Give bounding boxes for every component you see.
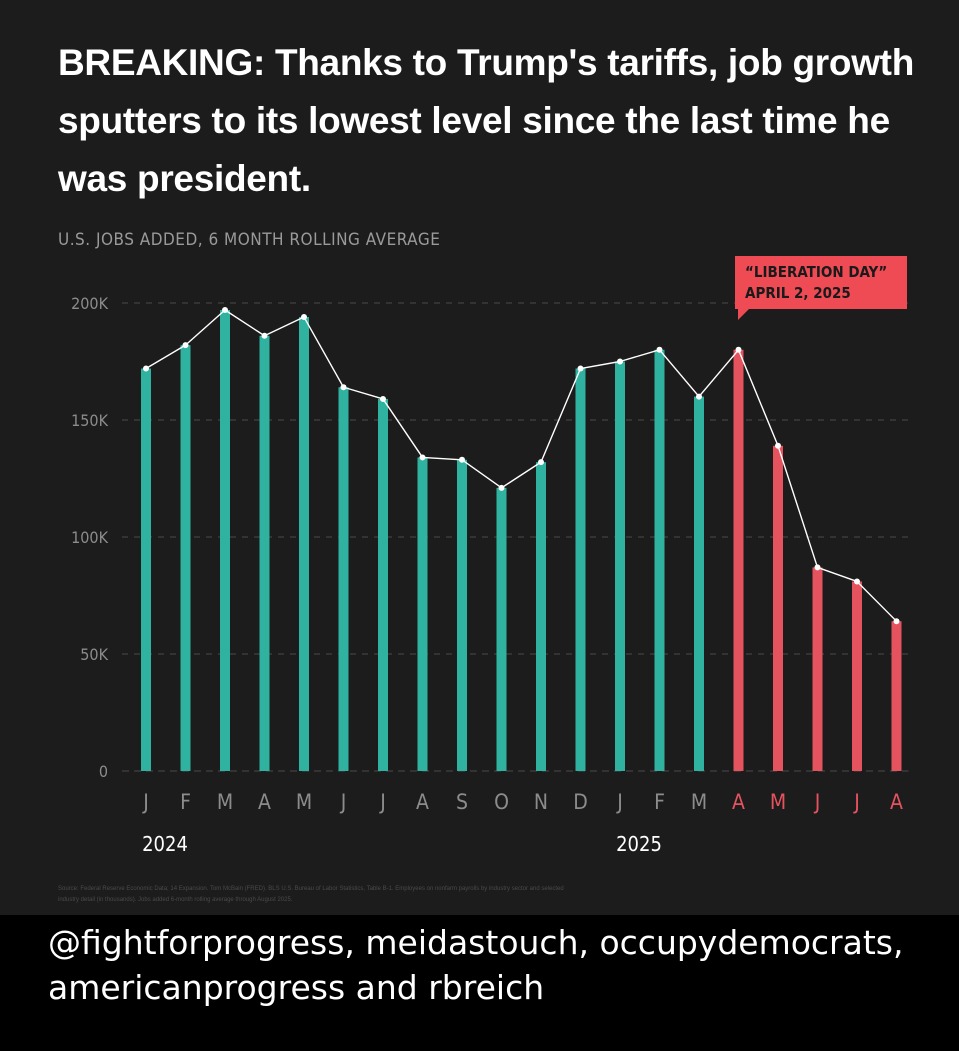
bar bbox=[378, 398, 388, 771]
credit-text: @fightforprogress, meidastouch, occupyde… bbox=[48, 920, 928, 1010]
data-point bbox=[538, 459, 544, 466]
x-tick-label: M bbox=[296, 790, 312, 814]
bar bbox=[536, 462, 546, 771]
x-tick-label: J bbox=[142, 790, 149, 814]
y-tick-label: 0 bbox=[99, 762, 108, 781]
year-label: 2024 bbox=[142, 832, 188, 856]
bar bbox=[733, 349, 744, 771]
x-tick-label: M bbox=[217, 790, 233, 814]
x-tick-label: J bbox=[379, 790, 386, 814]
bar bbox=[812, 567, 823, 771]
data-point bbox=[814, 564, 821, 571]
x-tick-label: O bbox=[494, 790, 509, 814]
y-tick-label: 200K bbox=[71, 294, 108, 313]
bar bbox=[259, 335, 270, 771]
data-point bbox=[656, 346, 663, 353]
data-point bbox=[498, 484, 505, 491]
x-tick-label: M bbox=[691, 790, 707, 814]
bar bbox=[496, 487, 507, 771]
x-tick-label: J bbox=[340, 790, 347, 814]
trend-line bbox=[145, 309, 897, 622]
data-point bbox=[301, 314, 307, 321]
data-point bbox=[617, 358, 623, 365]
x-tick-label: N bbox=[534, 790, 548, 814]
x-tick-label: M bbox=[770, 790, 786, 814]
x-tick-label: A bbox=[258, 790, 271, 814]
data-point bbox=[854, 578, 860, 585]
credit-handles: @fightforprogress, meidastouch, occupyde… bbox=[48, 923, 904, 1007]
data-point bbox=[775, 442, 781, 449]
data-point bbox=[696, 393, 702, 400]
credit-last: rbreich bbox=[428, 968, 545, 1007]
annotation-title: “LIBERATION DAY” bbox=[745, 263, 887, 281]
x-tick-label: D bbox=[573, 790, 588, 814]
data-point bbox=[735, 346, 742, 353]
x-tick-label: J bbox=[616, 790, 623, 814]
year-label: 2025 bbox=[616, 832, 662, 856]
x-tick-label: A bbox=[732, 790, 745, 814]
source-note: Source: Federal Reserve Economic Data; 1… bbox=[58, 886, 564, 903]
x-tick-label: F bbox=[180, 790, 191, 814]
bar bbox=[694, 396, 704, 771]
annotation-callout bbox=[735, 256, 907, 320]
credit-connector: and bbox=[345, 968, 429, 1007]
annotation-date: APRIL 2, 2025 bbox=[745, 284, 851, 302]
bar bbox=[220, 310, 230, 771]
bar bbox=[417, 457, 428, 771]
x-tick-label: S bbox=[456, 790, 468, 814]
x-tick-label: J bbox=[853, 790, 860, 814]
y-tick-label: 100K bbox=[71, 528, 108, 547]
data-point bbox=[419, 454, 426, 461]
bar bbox=[338, 387, 349, 771]
data-point bbox=[261, 332, 268, 339]
data-point bbox=[893, 618, 900, 625]
x-tick-label: A bbox=[890, 790, 903, 814]
y-tick-label: 50K bbox=[80, 645, 108, 664]
data-point bbox=[577, 365, 584, 372]
bar bbox=[575, 368, 586, 771]
infographic-card: BREAKING: Thanks to Trump's tariffs, job… bbox=[0, 0, 959, 915]
jobs-chart: 0 50K 100K 150K 200K J F M A M J J A S O N D J F M A M J J A 2024… bbox=[71, 256, 909, 856]
x-tick-label: F bbox=[654, 790, 665, 814]
x-tick-label: J bbox=[814, 790, 821, 814]
data-point bbox=[340, 384, 347, 391]
data-point bbox=[459, 456, 465, 463]
data-point bbox=[222, 307, 228, 314]
data-point bbox=[182, 342, 189, 349]
data-point bbox=[143, 365, 149, 372]
bar bbox=[299, 317, 309, 771]
data-point bbox=[380, 395, 386, 402]
bar bbox=[141, 368, 151, 771]
bar bbox=[891, 621, 902, 771]
bar bbox=[654, 349, 665, 771]
bar bbox=[615, 361, 625, 771]
x-tick-label: A bbox=[416, 790, 429, 814]
chart-subtitle: U.S. JOBS ADDED, 6 MONTH ROLLING AVERAGE bbox=[58, 230, 441, 250]
bar bbox=[852, 581, 862, 771]
headline: BREAKING: Thanks to Trump's tariffs, job… bbox=[58, 42, 914, 199]
bar bbox=[180, 345, 191, 771]
bar bbox=[773, 445, 783, 771]
bar bbox=[457, 459, 467, 771]
y-tick-label: 150K bbox=[71, 411, 108, 430]
